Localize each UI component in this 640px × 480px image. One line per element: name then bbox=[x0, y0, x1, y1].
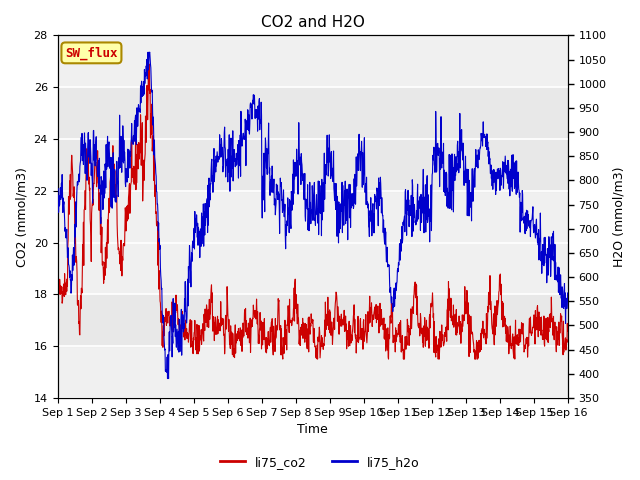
Bar bbox=[58, 87, 568, 191]
Legend: li75_co2, li75_h2o: li75_co2, li75_h2o bbox=[215, 451, 425, 474]
Title: CO2 and H2O: CO2 and H2O bbox=[261, 15, 365, 30]
Bar bbox=[58, 294, 568, 346]
Y-axis label: H2O (mmol/m3): H2O (mmol/m3) bbox=[612, 167, 625, 267]
Text: SW_flux: SW_flux bbox=[65, 46, 118, 60]
Y-axis label: CO2 (mmol/m3): CO2 (mmol/m3) bbox=[15, 167, 28, 266]
X-axis label: Time: Time bbox=[298, 423, 328, 436]
